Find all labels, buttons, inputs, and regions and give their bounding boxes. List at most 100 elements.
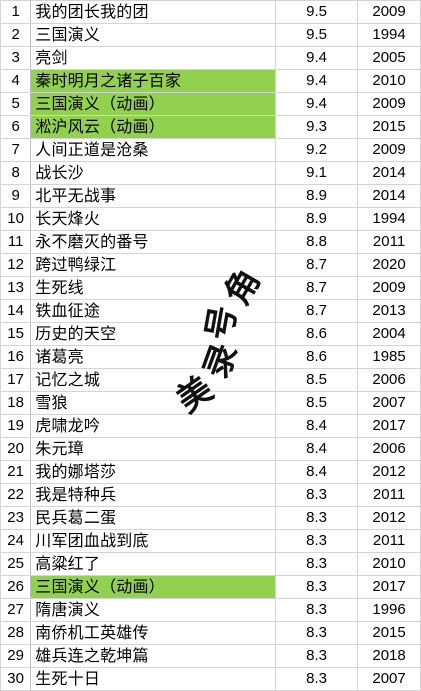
title-cell[interactable]: 记忆之城 <box>30 368 277 392</box>
title-cell[interactable]: 雄兵连之乾坤篇 <box>30 644 277 668</box>
table-row[interactable]: 10 长天烽火 8.9 1994 <box>0 207 421 231</box>
score-cell[interactable]: 8.8 <box>275 230 359 254</box>
title-cell[interactable]: 生死十日 <box>30 667 277 691</box>
score-cell[interactable]: 8.7 <box>275 299 359 323</box>
title-cell[interactable]: 朱元璋 <box>30 437 277 461</box>
score-cell[interactable]: 8.6 <box>275 345 359 369</box>
title-cell[interactable]: 高粱红了 <box>30 552 277 576</box>
row-number[interactable]: 3 <box>0 46 32 70</box>
year-cell[interactable]: 2010 <box>357 69 421 93</box>
row-number[interactable]: 18 <box>0 391 32 415</box>
score-cell[interactable]: 9.4 <box>275 46 359 70</box>
title-cell[interactable]: 亮剑 <box>30 46 277 70</box>
score-cell[interactable]: 8.3 <box>275 529 359 553</box>
score-cell[interactable]: 8.3 <box>275 483 359 507</box>
year-cell[interactable]: 2007 <box>357 391 421 415</box>
row-number[interactable]: 4 <box>0 69 32 93</box>
year-cell[interactable]: 1994 <box>357 23 421 47</box>
year-cell[interactable]: 2005 <box>357 46 421 70</box>
title-cell[interactable]: 生死线 <box>30 276 277 300</box>
row-number[interactable]: 1 <box>0 0 32 24</box>
title-cell[interactable]: 人间正道是沧桑 <box>30 138 277 162</box>
table-row[interactable]: 2 三国演义 9.5 1994 <box>0 23 421 47</box>
row-number[interactable]: 25 <box>0 552 32 576</box>
title-cell[interactable]: 我的娜塔莎 <box>30 460 277 484</box>
row-number[interactable]: 15 <box>0 322 32 346</box>
table-row[interactable]: 8 战长沙 9.1 2014 <box>0 161 421 185</box>
score-cell[interactable]: 8.3 <box>275 667 359 691</box>
title-cell[interactable]: 三国演义 <box>30 23 277 47</box>
table-row[interactable]: 24 川军团血战到底 8.3 2011 <box>0 529 421 553</box>
title-cell[interactable]: 隋唐演义 <box>30 598 277 622</box>
score-cell[interactable]: 9.1 <box>275 161 359 185</box>
table-row[interactable]: 5 三国演义（动画） 9.4 2009 <box>0 92 421 116</box>
score-cell[interactable]: 9.4 <box>275 69 359 93</box>
table-row[interactable]: 21 我的娜塔莎 8.4 2012 <box>0 460 421 484</box>
row-number[interactable]: 12 <box>0 253 32 277</box>
row-number[interactable]: 27 <box>0 598 32 622</box>
score-cell[interactable]: 8.5 <box>275 391 359 415</box>
table-row[interactable]: 20 朱元璋 8.4 2006 <box>0 437 421 461</box>
year-cell[interactable]: 2011 <box>357 230 421 254</box>
year-cell[interactable]: 2014 <box>357 161 421 185</box>
title-cell[interactable]: 三国演义（动画） <box>30 575 277 599</box>
year-cell[interactable]: 2011 <box>357 529 421 553</box>
row-number[interactable]: 6 <box>0 115 32 139</box>
title-cell[interactable]: 诸葛亮 <box>30 345 277 369</box>
score-cell[interactable]: 8.3 <box>275 506 359 530</box>
year-cell[interactable]: 2006 <box>357 437 421 461</box>
table-row[interactable]: 30 生死十日 8.3 2007 <box>0 667 421 691</box>
row-number[interactable]: 29 <box>0 644 32 668</box>
table-row[interactable]: 28 南侨机工英雄传 8.3 2015 <box>0 621 421 645</box>
row-number[interactable]: 21 <box>0 460 32 484</box>
year-cell[interactable]: 2013 <box>357 299 421 323</box>
score-cell[interactable]: 8.7 <box>275 276 359 300</box>
row-number[interactable]: 24 <box>0 529 32 553</box>
table-row[interactable]: 6 淞沪风云（动画） 9.3 2015 <box>0 115 421 139</box>
title-cell[interactable]: 三国演义（动画） <box>30 92 277 116</box>
score-cell[interactable]: 9.4 <box>275 92 359 116</box>
score-cell[interactable]: 8.3 <box>275 644 359 668</box>
row-number[interactable]: 7 <box>0 138 32 162</box>
row-number[interactable]: 2 <box>0 23 32 47</box>
table-row[interactable]: 26 三国演义（动画） 8.3 2017 <box>0 575 421 599</box>
title-cell[interactable]: 战长沙 <box>30 161 277 185</box>
year-cell[interactable]: 2004 <box>357 322 421 346</box>
year-cell[interactable]: 2014 <box>357 184 421 208</box>
title-cell[interactable]: 秦时明月之诸子百家 <box>30 69 277 93</box>
row-number[interactable]: 23 <box>0 506 32 530</box>
score-cell[interactable]: 8.4 <box>275 414 359 438</box>
year-cell[interactable]: 2012 <box>357 506 421 530</box>
score-cell[interactable]: 8.3 <box>275 621 359 645</box>
table-row[interactable]: 25 高粱红了 8.3 2010 <box>0 552 421 576</box>
table-row[interactable]: 13 生死线 8.7 2009 <box>0 276 421 300</box>
table-row[interactable]: 18 雪狼 8.5 2007 <box>0 391 421 415</box>
row-number[interactable]: 17 <box>0 368 32 392</box>
table-row[interactable]: 1 我的团长我的团 9.5 2009 <box>0 0 421 24</box>
row-number[interactable]: 5 <box>0 92 32 116</box>
table-row[interactable]: 19 虎啸龙吟 8.4 2017 <box>0 414 421 438</box>
year-cell[interactable]: 2020 <box>357 253 421 277</box>
year-cell[interactable]: 2011 <box>357 483 421 507</box>
row-number[interactable]: 9 <box>0 184 32 208</box>
title-cell[interactable]: 我是特种兵 <box>30 483 277 507</box>
row-number[interactable]: 14 <box>0 299 32 323</box>
title-cell[interactable]: 永不磨灭的番号 <box>30 230 277 254</box>
year-cell[interactable]: 1985 <box>357 345 421 369</box>
row-number[interactable]: 28 <box>0 621 32 645</box>
title-cell[interactable]: 铁血征途 <box>30 299 277 323</box>
score-cell[interactable]: 8.9 <box>275 184 359 208</box>
table-row[interactable]: 3 亮剑 9.4 2005 <box>0 46 421 70</box>
score-cell[interactable]: 8.3 <box>275 552 359 576</box>
score-cell[interactable]: 8.3 <box>275 598 359 622</box>
year-cell[interactable]: 2006 <box>357 368 421 392</box>
table-row[interactable]: 14 铁血征途 8.7 2013 <box>0 299 421 323</box>
table-row[interactable]: 22 我是特种兵 8.3 2011 <box>0 483 421 507</box>
table-row[interactable]: 16 诸葛亮 8.6 1985 <box>0 345 421 369</box>
table-row[interactable]: 27 隋唐演义 8.3 1996 <box>0 598 421 622</box>
year-cell[interactable]: 2018 <box>357 644 421 668</box>
title-cell[interactable]: 南侨机工英雄传 <box>30 621 277 645</box>
table-row[interactable]: 15 历史的天空 8.6 2004 <box>0 322 421 346</box>
title-cell[interactable]: 跨过鸭绿江 <box>30 253 277 277</box>
score-cell[interactable]: 8.5 <box>275 368 359 392</box>
